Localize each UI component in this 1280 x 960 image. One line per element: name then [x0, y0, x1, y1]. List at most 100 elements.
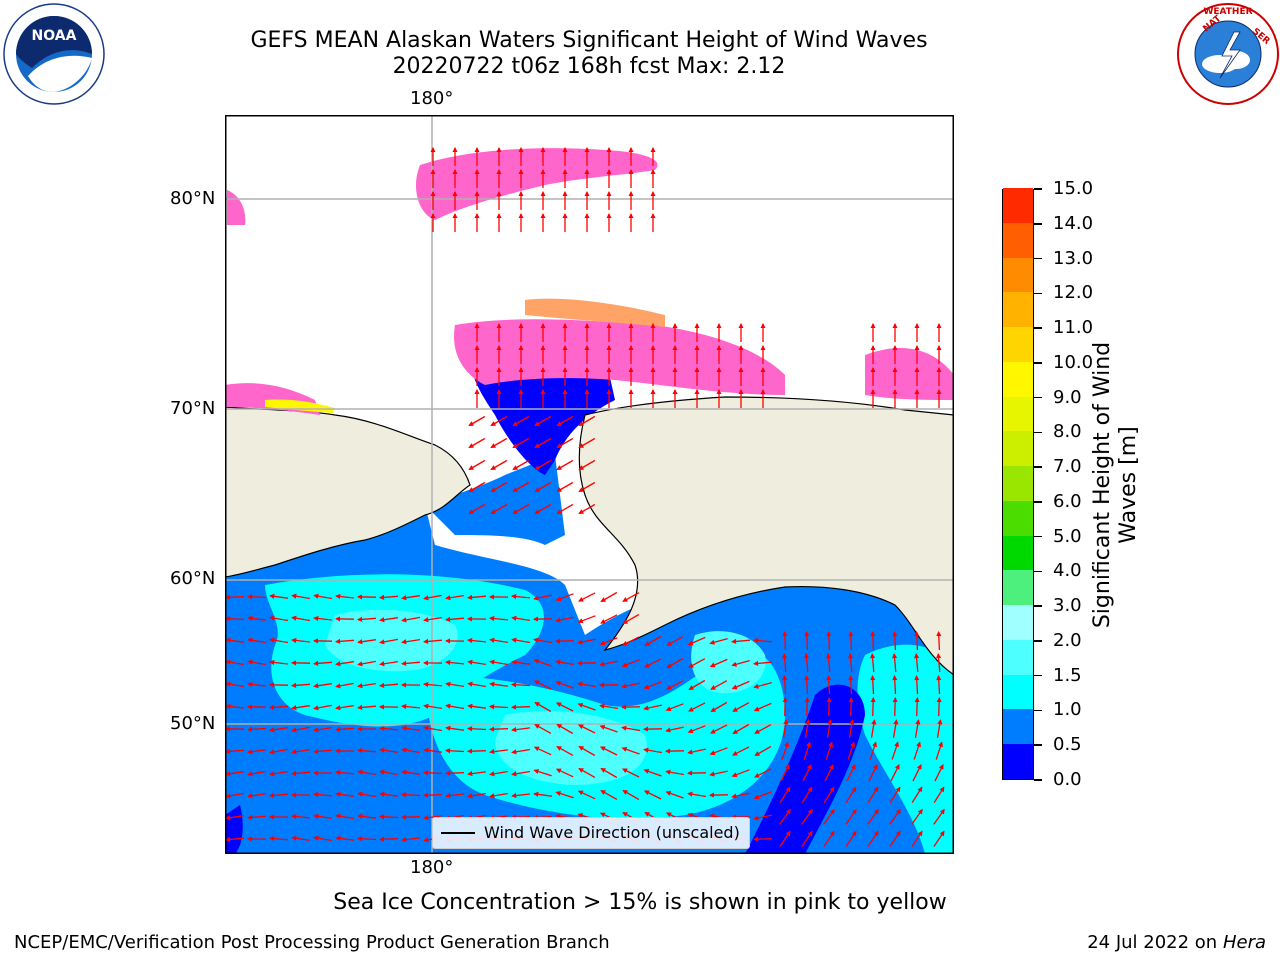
colorbar-tick	[1034, 223, 1042, 225]
wind-arrow	[247, 770, 267, 777]
wind-arrow	[378, 814, 399, 820]
wind-arrow	[533, 680, 552, 690]
colorbar-segment	[1003, 743, 1033, 779]
wind-arrow	[291, 726, 311, 733]
wind-arrow	[533, 746, 552, 756]
wind-arrow	[621, 746, 640, 755]
wind-arrow	[291, 748, 311, 755]
wind-arrow	[290, 682, 311, 688]
wind-arrow	[467, 659, 487, 666]
wind-arrow	[870, 674, 876, 695]
lat-label-80: 80°N	[170, 188, 216, 209]
wind-arrow	[246, 726, 267, 732]
wind-arrow	[621, 725, 641, 732]
wind-arrow	[379, 791, 398, 797]
wind-arrow	[444, 616, 465, 623]
wind-arrow	[268, 792, 289, 799]
wind-arrow	[731, 659, 750, 667]
colorbar	[1002, 187, 1034, 780]
colorbar-tick	[1034, 362, 1042, 364]
wind-arrow	[732, 702, 750, 712]
wind-arrow	[466, 748, 487, 754]
wind-arrow	[466, 726, 487, 732]
wind-arrow	[313, 683, 332, 689]
colorbar-segment	[1003, 361, 1033, 397]
wind-arrow	[643, 681, 662, 690]
wind-arrow	[891, 741, 899, 760]
wind-arrow	[892, 696, 898, 717]
wind-arrow	[779, 830, 791, 847]
wind-arrow	[730, 638, 751, 645]
wind-arrow	[510, 682, 531, 688]
wind-arrow	[444, 770, 465, 776]
wind-arrow	[401, 747, 421, 754]
wind-arrow	[804, 696, 810, 717]
wind-arrow	[511, 659, 530, 665]
wind-arrow	[621, 682, 640, 689]
wind-arrow	[846, 763, 856, 782]
wind-arrow	[512, 437, 530, 449]
wind-arrow	[847, 652, 854, 673]
wind-arrow	[423, 703, 443, 710]
wind-arrow	[577, 702, 596, 711]
wind-arrow	[643, 790, 662, 800]
colorbar-segment	[1003, 465, 1033, 501]
land-siberia	[225, 406, 471, 578]
wind-arrow	[313, 813, 333, 820]
wind-arrow	[643, 704, 662, 711]
chart-title: GEFS MEAN Alaskan Waters Significant Hei…	[250, 28, 928, 53]
wind-arrow	[577, 638, 596, 645]
wind-arrow	[511, 748, 531, 755]
colorbar-segment	[1003, 396, 1033, 432]
wind-arrow	[534, 701, 552, 713]
wind-arrow	[578, 459, 596, 471]
wind-arrow	[577, 615, 596, 624]
wind-arrow	[422, 638, 443, 645]
wind-arrow	[400, 660, 421, 667]
wind-arrow	[401, 616, 421, 623]
wind-arrow	[914, 674, 920, 695]
wind-arrow	[401, 595, 420, 601]
wind-arrow	[423, 594, 443, 601]
wind-arrow	[936, 719, 943, 739]
colorbar-segment	[1003, 535, 1033, 571]
wind-arrow	[423, 725, 443, 732]
colorbar-tick-label: 1.0	[1053, 699, 1082, 721]
wind-arrow	[870, 630, 876, 651]
wind-arrow	[731, 792, 750, 799]
colorbar-tick	[1034, 501, 1042, 503]
wind-arrow	[599, 703, 619, 710]
wind-arrow	[378, 725, 399, 732]
wind-arrow	[468, 459, 486, 471]
wind-arrow	[422, 770, 443, 776]
wind-arrow	[512, 481, 530, 493]
colorbar-segment	[1003, 257, 1033, 293]
wind-arrow	[401, 769, 420, 775]
wind-arrow	[246, 814, 267, 821]
colorbar-tick	[1034, 744, 1042, 746]
wave-height-map	[225, 115, 954, 854]
colorbar-tick-label: 0.0	[1053, 769, 1082, 790]
wind-arrow	[313, 726, 333, 733]
wind-arrow	[225, 836, 245, 843]
wind-arrow	[468, 503, 486, 515]
wind-arrow	[512, 415, 530, 427]
wind-arrow	[225, 703, 244, 710]
wind-arrow	[578, 415, 596, 427]
wind-arrow	[356, 616, 377, 622]
wind-arrow	[578, 592, 596, 602]
wind-arrow	[555, 593, 574, 602]
wind-arrow	[511, 615, 531, 622]
wind-arrow	[621, 768, 640, 778]
wind-arrow	[379, 660, 399, 667]
wind-arrow	[312, 791, 333, 798]
wind-arrow	[665, 726, 684, 733]
wind-arrow	[754, 745, 772, 757]
wind-arrow	[889, 786, 901, 803]
ocean-high-east	[857, 644, 954, 854]
wind-arrow	[225, 771, 244, 777]
wind-arrow	[892, 719, 899, 739]
wind-arrow	[225, 594, 245, 600]
footer-date-text: 24 Jul 2022 on	[1087, 932, 1223, 953]
wind-arrow	[780, 763, 790, 782]
